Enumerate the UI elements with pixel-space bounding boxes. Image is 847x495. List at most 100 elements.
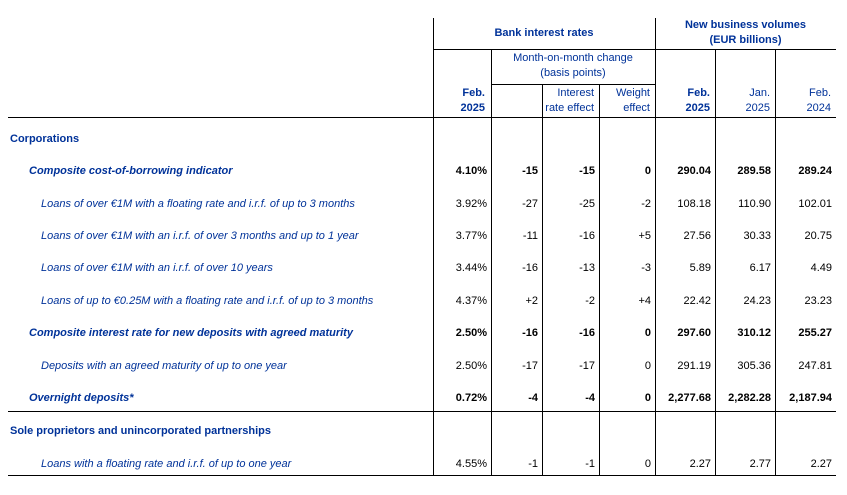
cell-mom-change: -17 [522,360,538,372]
cell-weight-effect: +5 [638,230,651,242]
table-divider [491,50,492,475]
cell-rate: 3.92% [455,198,487,210]
cell-interest-rate-effect: -25 [579,198,595,210]
cell-volume-feb-2025: 291.19 [677,360,711,372]
table-divider [599,84,600,475]
cell-volume-feb-2025: 27.56 [683,230,711,242]
col-header-v2-line2: 2025 [745,102,770,114]
table-divider [8,475,836,476]
col-header-v2-line1: Jan. [749,87,770,99]
col-header-we-line1: Weight [615,87,650,99]
cell-volume-feb-2024: 2.27 [810,458,832,470]
cell-rate: 4.10% [455,165,487,177]
section-heading: Sole proprietors and unincorporated part… [10,425,271,437]
cell-interest-rate-effect: -16 [579,230,595,242]
cell-volume-jan-2025: 305.36 [737,360,771,372]
row-label: Loans with a floating rate and i.r.f. of… [41,458,292,470]
cell-weight-effect: +4 [638,295,651,307]
mom-change-header-line2: (basis points) [540,67,606,79]
mom-change-header-line1: Month-on-month change [513,52,633,64]
table-divider [715,50,716,475]
table-divider [491,84,655,85]
col-header-weight-effect: Weight effect [599,86,650,116]
cell-rate: 3.44% [455,262,487,274]
cell-volume-jan-2025: 24.23 [743,295,771,307]
cell-weight-effect: 0 [644,392,651,404]
cell-rate: 4.37% [455,295,487,307]
cell-rate: 2.50% [455,327,487,339]
col-header-v1-line2: 2025 [685,102,710,114]
cell-interest-rate-effect: -13 [579,262,595,274]
row-label: Loans of up to €0.25M with a floating ra… [41,295,374,307]
table-divider [433,18,434,475]
cell-weight-effect: 0 [644,165,651,177]
cell-volume-feb-2024: 247.81 [798,360,832,372]
cell-weight-effect: 0 [644,360,651,372]
cell-mom-change: -16 [522,262,538,274]
cell-volume-feb-2024: 289.24 [798,165,832,177]
col-header-rate-line2: 2025 [460,102,485,114]
col-header-v1-line1: Feb. [687,87,710,99]
table-divider [8,117,836,118]
col-header-ire-line1: Interest [557,87,594,99]
cell-weight-effect: 0 [644,327,651,339]
col-header-v3-line2: 2024 [806,102,831,114]
col-header-volume-feb-2024: Feb. 2024 [775,86,831,116]
cell-mom-change: -15 [522,165,538,177]
row-label: Composite cost-of-borrowing indicator [29,165,233,177]
cell-interest-rate-effect: -16 [579,327,595,339]
table-divider [542,84,543,475]
cell-mom-change: -4 [528,392,538,404]
mom-change-header: Month-on-month change (basis points) [491,51,655,81]
cell-volume-feb-2025: 22.42 [683,295,711,307]
cell-mom-change: -1 [528,458,538,470]
cell-volume-feb-2024: 4.49 [810,262,832,274]
cell-weight-effect: -2 [641,198,651,210]
col-header-volume-jan-2025: Jan. 2025 [715,86,770,116]
cell-interest-rate-effect: -17 [579,360,595,372]
cell-volume-feb-2025: 297.60 [677,327,711,339]
cell-volume-jan-2025: 2.77 [749,458,771,470]
cell-volume-feb-2024: 102.01 [798,198,832,210]
cell-volume-jan-2025: 110.90 [738,198,771,210]
cell-interest-rate-effect: -2 [585,295,595,307]
col-header-rate-line1: Feb. [462,87,485,99]
cell-volume-jan-2025: 310.12 [737,327,771,339]
cell-interest-rate-effect: -1 [585,458,595,470]
row-label: Loans of over €1M with an i.r.f. of over… [41,262,273,274]
bank-rates-header: Bank interest rates [494,27,594,39]
cell-rate: 0.72% [455,392,487,404]
table-divider [8,411,836,412]
cell-rate: 3.77% [455,230,487,242]
col-header-ire-line2: rate effect [545,102,594,114]
row-label: Overnight deposits* [29,392,134,404]
cell-mom-change: -16 [522,327,538,339]
cell-mom-change: +2 [525,295,538,307]
cell-weight-effect: -3 [641,262,651,274]
cell-volume-feb-2025: 2,277.68 [668,392,711,404]
col-header-interest-rate-effect: Interest rate effect [542,86,594,116]
cell-mom-change: -27 [522,198,538,210]
cell-volume-jan-2025: 30.33 [743,230,771,242]
col-header-rate: Feb. 2025 [433,86,485,116]
cell-volume-feb-2025: 5.89 [689,262,711,274]
volumes-header: New business volumes (EUR billions) [655,18,836,48]
cell-weight-effect: 0 [644,458,651,470]
volumes-header-line1: New business volumes [684,19,807,31]
cell-volume-feb-2025: 2.27 [689,458,711,470]
table-divider [775,50,776,475]
cell-volume-feb-2025: 290.04 [677,165,711,177]
cell-volume-jan-2025: 2,282.28 [728,392,771,404]
row-label: Loans of over €1M with an i.r.f. of over… [41,230,359,242]
cell-interest-rate-effect: -15 [579,165,595,177]
cell-volume-jan-2025: 289.58 [737,165,771,177]
row-label: Composite interest rate for new deposits… [29,327,353,339]
section-heading: Corporations [10,133,80,145]
col-header-we-line2: effect [623,102,650,114]
cell-volume-jan-2025: 6.17 [749,262,771,274]
table-divider [433,49,836,50]
cell-volume-feb-2025: 108.18 [677,198,711,210]
cell-volume-feb-2024: 20.75 [804,230,832,242]
row-label: Deposits with an agreed maturity of up t… [41,360,287,372]
